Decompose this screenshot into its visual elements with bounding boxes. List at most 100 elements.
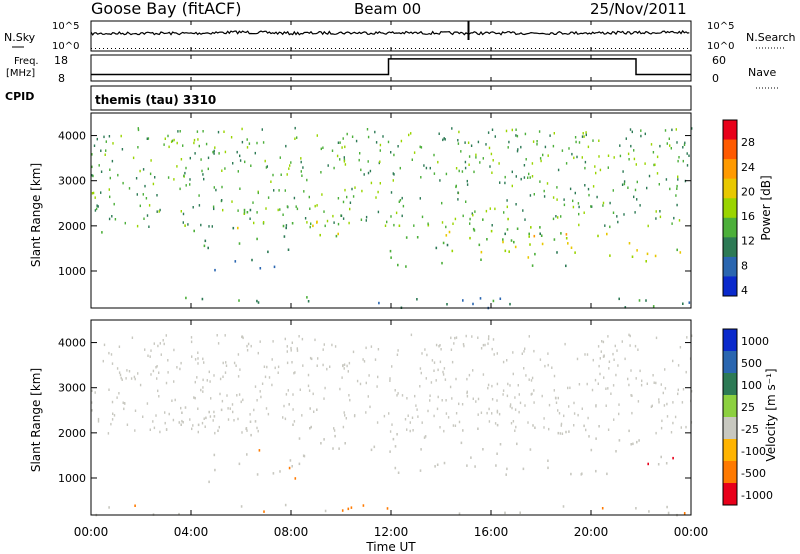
- range-cell: [348, 394, 350, 397]
- range-cell: [491, 384, 493, 388]
- range-cell: [237, 226, 239, 230]
- range-cell: [595, 171, 597, 175]
- range-cell: [179, 367, 181, 371]
- range-cell: [285, 144, 287, 148]
- range-cell: [267, 412, 270, 416]
- colorbar-frame: [722, 328, 738, 506]
- range-cell: [462, 429, 464, 432]
- range-cell: [675, 128, 677, 131]
- range-cell: [123, 407, 125, 411]
- range-cell: [365, 346, 367, 350]
- range-cell: [556, 198, 558, 201]
- range-cell: [490, 229, 493, 233]
- range-cell: [581, 156, 583, 159]
- range-cell: [630, 443, 632, 446]
- range-cell: [583, 211, 585, 214]
- power-colorbar-label: Power [dB]: [759, 175, 773, 240]
- range-cell: [551, 366, 553, 369]
- range-cell: [522, 467, 525, 471]
- range-cell: [504, 181, 506, 185]
- range-cell: [310, 425, 312, 429]
- range-cell: [413, 151, 416, 154]
- colorbar-frame: [722, 119, 738, 297]
- range-cell: [159, 208, 161, 212]
- range-cell: [487, 386, 489, 390]
- range-cell: [125, 377, 127, 380]
- range-cell: [197, 357, 199, 360]
- range-cell: [531, 162, 534, 165]
- range-cell: [543, 417, 545, 420]
- range-cell: [334, 434, 336, 438]
- range-cell: [664, 129, 667, 132]
- range-cell: [218, 425, 220, 429]
- range-cell: [300, 160, 302, 164]
- range-cell: [353, 414, 356, 418]
- range-cell: [511, 170, 513, 174]
- range-cell: [685, 425, 687, 429]
- range-cell: [230, 136, 233, 139]
- range-cell: [256, 399, 258, 402]
- range-cell: [343, 363, 346, 366]
- range-cell: [164, 421, 166, 425]
- range-cell: [178, 512, 180, 516]
- range-cell: [397, 349, 399, 352]
- range-cell: [573, 424, 575, 427]
- range-cell: [288, 167, 290, 170]
- range-cell: [189, 418, 191, 421]
- range-cell: [202, 386, 204, 389]
- range-cell: [594, 378, 597, 382]
- range-cell: [450, 336, 452, 340]
- colorbar-swatch: [723, 237, 737, 258]
- range-cell: [117, 173, 119, 177]
- range-cell: [632, 442, 634, 446]
- range-cell: [599, 357, 601, 360]
- range-cell: [135, 177, 138, 180]
- range-cell: [160, 353, 162, 356]
- range-cell: [618, 403, 620, 406]
- range-cell: [314, 338, 316, 342]
- range-cell: [363, 360, 366, 363]
- range-cell: [202, 130, 204, 133]
- range-cell: [116, 367, 119, 370]
- range-cell: [337, 141, 340, 144]
- range-cell: [333, 429, 336, 432]
- range-cell: [333, 427, 335, 430]
- x-tick-label: 16:00: [474, 525, 509, 539]
- range-cell: [629, 334, 631, 338]
- range-cell: [202, 390, 204, 393]
- range-cell: [136, 224, 139, 228]
- range-cell: [312, 224, 314, 228]
- range-cell: [310, 222, 312, 225]
- range-cell: [389, 450, 391, 453]
- range-cell: [605, 404, 607, 407]
- colorbar-swatch: [723, 198, 737, 219]
- range-cell: [574, 136, 577, 139]
- range-cell: [107, 432, 110, 435]
- range-cell: [369, 169, 372, 173]
- range-cell: [158, 371, 160, 374]
- range-cell: [359, 382, 362, 386]
- range-cell: [414, 394, 416, 398]
- range-cell: [222, 361, 224, 365]
- range-cell: [246, 146, 249, 149]
- range-cell: [509, 405, 511, 408]
- range-cell: [204, 239, 207, 243]
- range-cell: [362, 504, 365, 507]
- range-cell: [438, 345, 440, 348]
- range-cell: [397, 471, 400, 474]
- range-cell: [506, 359, 508, 362]
- range-cell: [137, 146, 139, 149]
- range-cell: [172, 418, 175, 422]
- range-cell: [389, 377, 391, 380]
- range-cell: [304, 217, 307, 220]
- range-cell: [596, 195, 598, 199]
- range-cell: [615, 450, 617, 453]
- range-cell: [630, 144, 632, 148]
- range-cell: [270, 180, 272, 183]
- range-cell: [470, 456, 472, 459]
- range-cell: [666, 142, 668, 145]
- range-cell: [200, 223, 202, 227]
- range-cell: [627, 377, 629, 381]
- velocity-colorbar: 1000 500 100 25 -25 -100 -500 -1000: [722, 328, 773, 506]
- range-cell: [110, 353, 113, 356]
